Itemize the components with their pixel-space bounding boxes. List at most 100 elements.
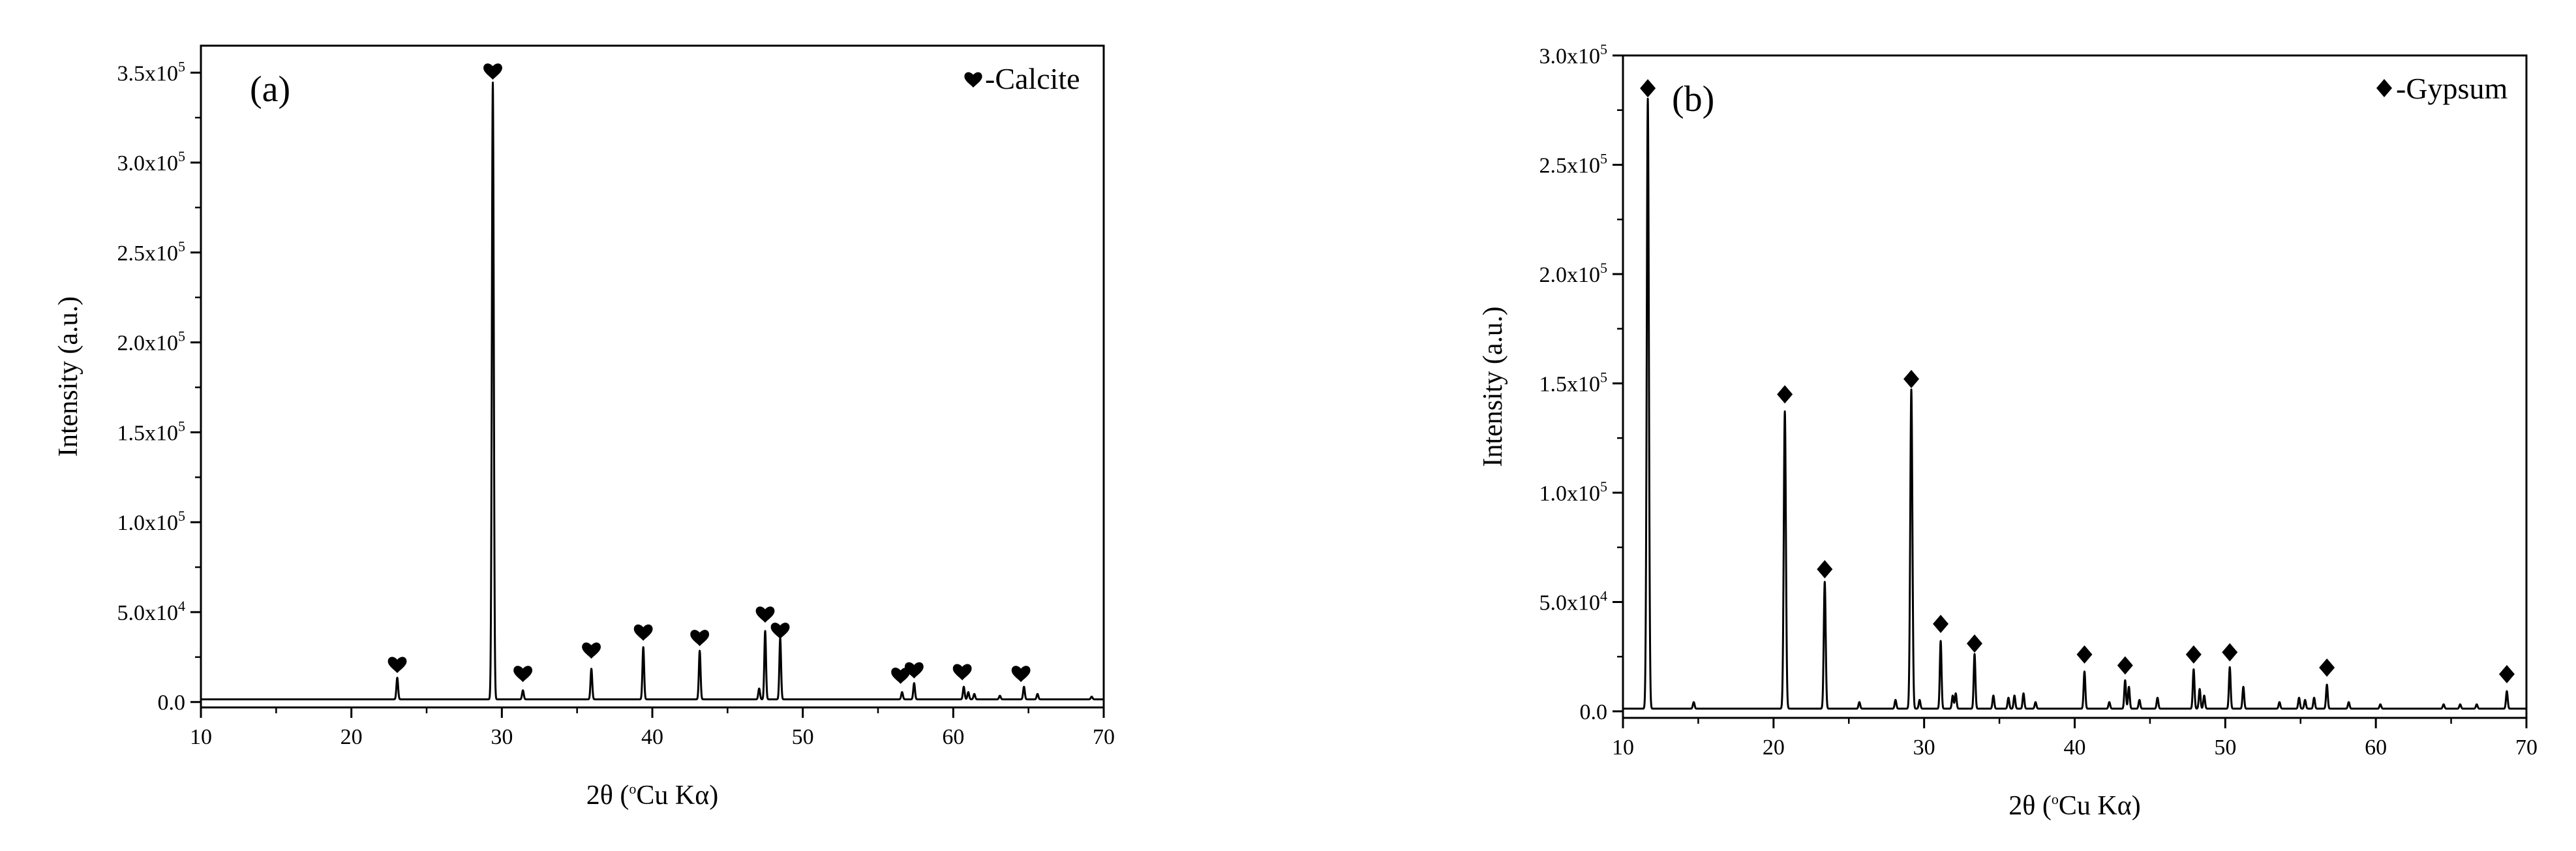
peak-marker-heart-icon (891, 668, 910, 684)
x-axis-title: 2θ (oCu Kα) (586, 781, 718, 811)
y-tick-label: 2.5x105 (1539, 150, 1608, 178)
peak-marker-diamond-icon (2498, 665, 2515, 684)
y-tick-label: 1.0x105 (1539, 478, 1608, 506)
legend-heart-icon (964, 72, 982, 88)
y-tick-label-main: 1.0x10 (117, 511, 179, 535)
legend-diamond-icon (2376, 79, 2392, 97)
panel-label: (b) (1672, 79, 1714, 119)
plot-frame (200, 44, 1105, 709)
peak-marker-heart-icon (513, 666, 533, 683)
x-axis-title-tail: Cu Kα) (636, 781, 718, 811)
x-tick-label: 10 (1612, 735, 1634, 760)
legend-label: -Calcite (985, 62, 1080, 95)
x-tick-label: 20 (341, 725, 363, 749)
y-tick-label-exponent: 5 (178, 238, 185, 255)
y-tick-label: 0.0 (1580, 700, 1608, 724)
y-tick-label: 2.0x105 (1539, 260, 1608, 287)
x-tick-label: 50 (2214, 735, 2236, 760)
y-tick-label-main: 2.5x10 (1539, 153, 1601, 178)
y-tick-label-main: 0.0 (158, 691, 186, 715)
peak-marker-heart-icon (633, 624, 653, 641)
peak-marker-heart-icon (755, 606, 775, 623)
peak-marker-diamond-icon (2222, 643, 2238, 662)
legend-label: -Gypsum (2396, 72, 2508, 105)
peak-marker-diamond-icon (1933, 614, 1949, 633)
y-tick-label-main: 2.5x10 (117, 241, 179, 266)
x-tick-label: 50 (792, 725, 814, 749)
y-tick-label-main: 0.0 (1580, 700, 1608, 724)
y-tick-label: 3.0x105 (117, 148, 186, 176)
peak-marker-heart-icon (770, 623, 790, 640)
y-tick-label: 3.5x105 (117, 58, 186, 85)
y-tick-label: 5.0x104 (1539, 587, 1608, 615)
peak-marker-heart-icon (690, 630, 710, 647)
y-tick-label-exponent: 5 (1600, 41, 1607, 57)
y-tick-label-exponent: 5 (178, 328, 185, 345)
x-tick-label: 70 (2515, 735, 2538, 760)
peak-marker-diamond-icon (1966, 634, 1982, 653)
y-tick-label-exponent: 4 (1600, 587, 1607, 604)
x-axis-title-tail: Cu Kα) (2059, 791, 2141, 821)
x-axis-title: 2θ (oCu Kα) (2008, 791, 2140, 821)
peak-marker-heart-icon (483, 63, 502, 80)
peak-marker-diamond-icon (2319, 658, 2335, 677)
x-axis-title-main: 2θ ( (586, 781, 629, 811)
y-axis-title: Intensity (a.u.) (1478, 306, 1508, 467)
x-axis-title-degree: o (2052, 791, 2059, 807)
legend: -Gypsum (2376, 72, 2508, 105)
x-tick-label: 30 (1913, 735, 1935, 760)
chart-panel-a: 10 20 30 40 50 60 700.05.0x1041.0x1051.5x1052.… (53, 44, 1115, 811)
y-tick-label: 0.0 (158, 691, 186, 715)
y-tick-label: 5.0x104 (117, 598, 186, 625)
panel-label: (a) (250, 69, 290, 110)
y-tick-label-main: 3.0x10 (117, 151, 179, 176)
peak-marker-heart-icon (1011, 666, 1031, 683)
y-tick-label-exponent: 5 (1600, 150, 1607, 166)
x-axis-title-main: 2θ ( (2008, 791, 2052, 821)
peak-marker-heart-icon (582, 642, 601, 659)
peak-marker-heart-icon (387, 657, 407, 673)
y-tick-label-main: 1.0x10 (1539, 482, 1601, 506)
peak-marker-diamond-icon (2185, 645, 2202, 664)
peak-marker-diamond-icon (1903, 369, 1920, 388)
y-tick-label-main: 5.0x10 (1539, 591, 1601, 615)
y-tick-label-exponent: 5 (1600, 260, 1607, 276)
y-tick-label: 1.0x105 (117, 508, 186, 535)
y-tick-label-main: 1.5x10 (1539, 372, 1601, 396)
plot-frame (1622, 54, 2528, 719)
x-tick-label: 30 (491, 725, 513, 749)
y-tick-label: 1.5x105 (117, 418, 186, 445)
y-tick-label-exponent: 5 (178, 418, 185, 434)
peak-marker-diamond-icon (2117, 656, 2133, 675)
chart-panel-b: 10 20 30 40 50 60 700.05.0x1041.0x1051.5x1052.… (1478, 41, 2538, 821)
y-tick-label-main: 5.0x10 (117, 601, 179, 625)
x-tick-label: 60 (2365, 735, 2387, 760)
peak-marker-diamond-icon (1817, 560, 1833, 579)
peak-marker-heart-icon (952, 664, 972, 681)
peak-marker-diamond-icon (2076, 645, 2093, 664)
y-axis-title: Intensity (a.u.) (53, 296, 83, 457)
x-tick-label: 40 (641, 725, 663, 749)
x-tick-label: 10 (190, 725, 212, 749)
legend: -Calcite (964, 62, 1080, 95)
y-tick-label-main: 2.0x10 (117, 332, 179, 356)
y-tick-label-exponent: 5 (178, 58, 185, 74)
peak-marker-diamond-icon (1640, 79, 1656, 98)
y-tick-label-exponent: 5 (178, 148, 185, 164)
y-tick-label: 3.0x105 (1539, 41, 1608, 69)
xrd-series-line (200, 81, 1105, 701)
y-tick-label-exponent: 5 (1600, 478, 1607, 495)
y-tick-label: 2.5x105 (117, 238, 186, 266)
x-axis-title-degree: o (629, 781, 636, 797)
y-tick-label: 1.5x105 (1539, 369, 1608, 396)
xrd-series-line (1622, 97, 2528, 710)
y-tick-label-main: 3.0x10 (1539, 44, 1601, 69)
y-tick-label-main: 2.0x10 (1539, 263, 1601, 287)
y-tick-label-exponent: 5 (178, 508, 185, 524)
y-tick-label-main: 3.5x10 (117, 61, 179, 85)
x-tick-label: 60 (942, 725, 964, 749)
peak-marker-diamond-icon (1777, 385, 1793, 404)
y-tick-label-exponent: 4 (178, 598, 185, 614)
y-tick-label: 2.0x105 (117, 328, 186, 356)
x-tick-label: 40 (2064, 735, 2086, 760)
